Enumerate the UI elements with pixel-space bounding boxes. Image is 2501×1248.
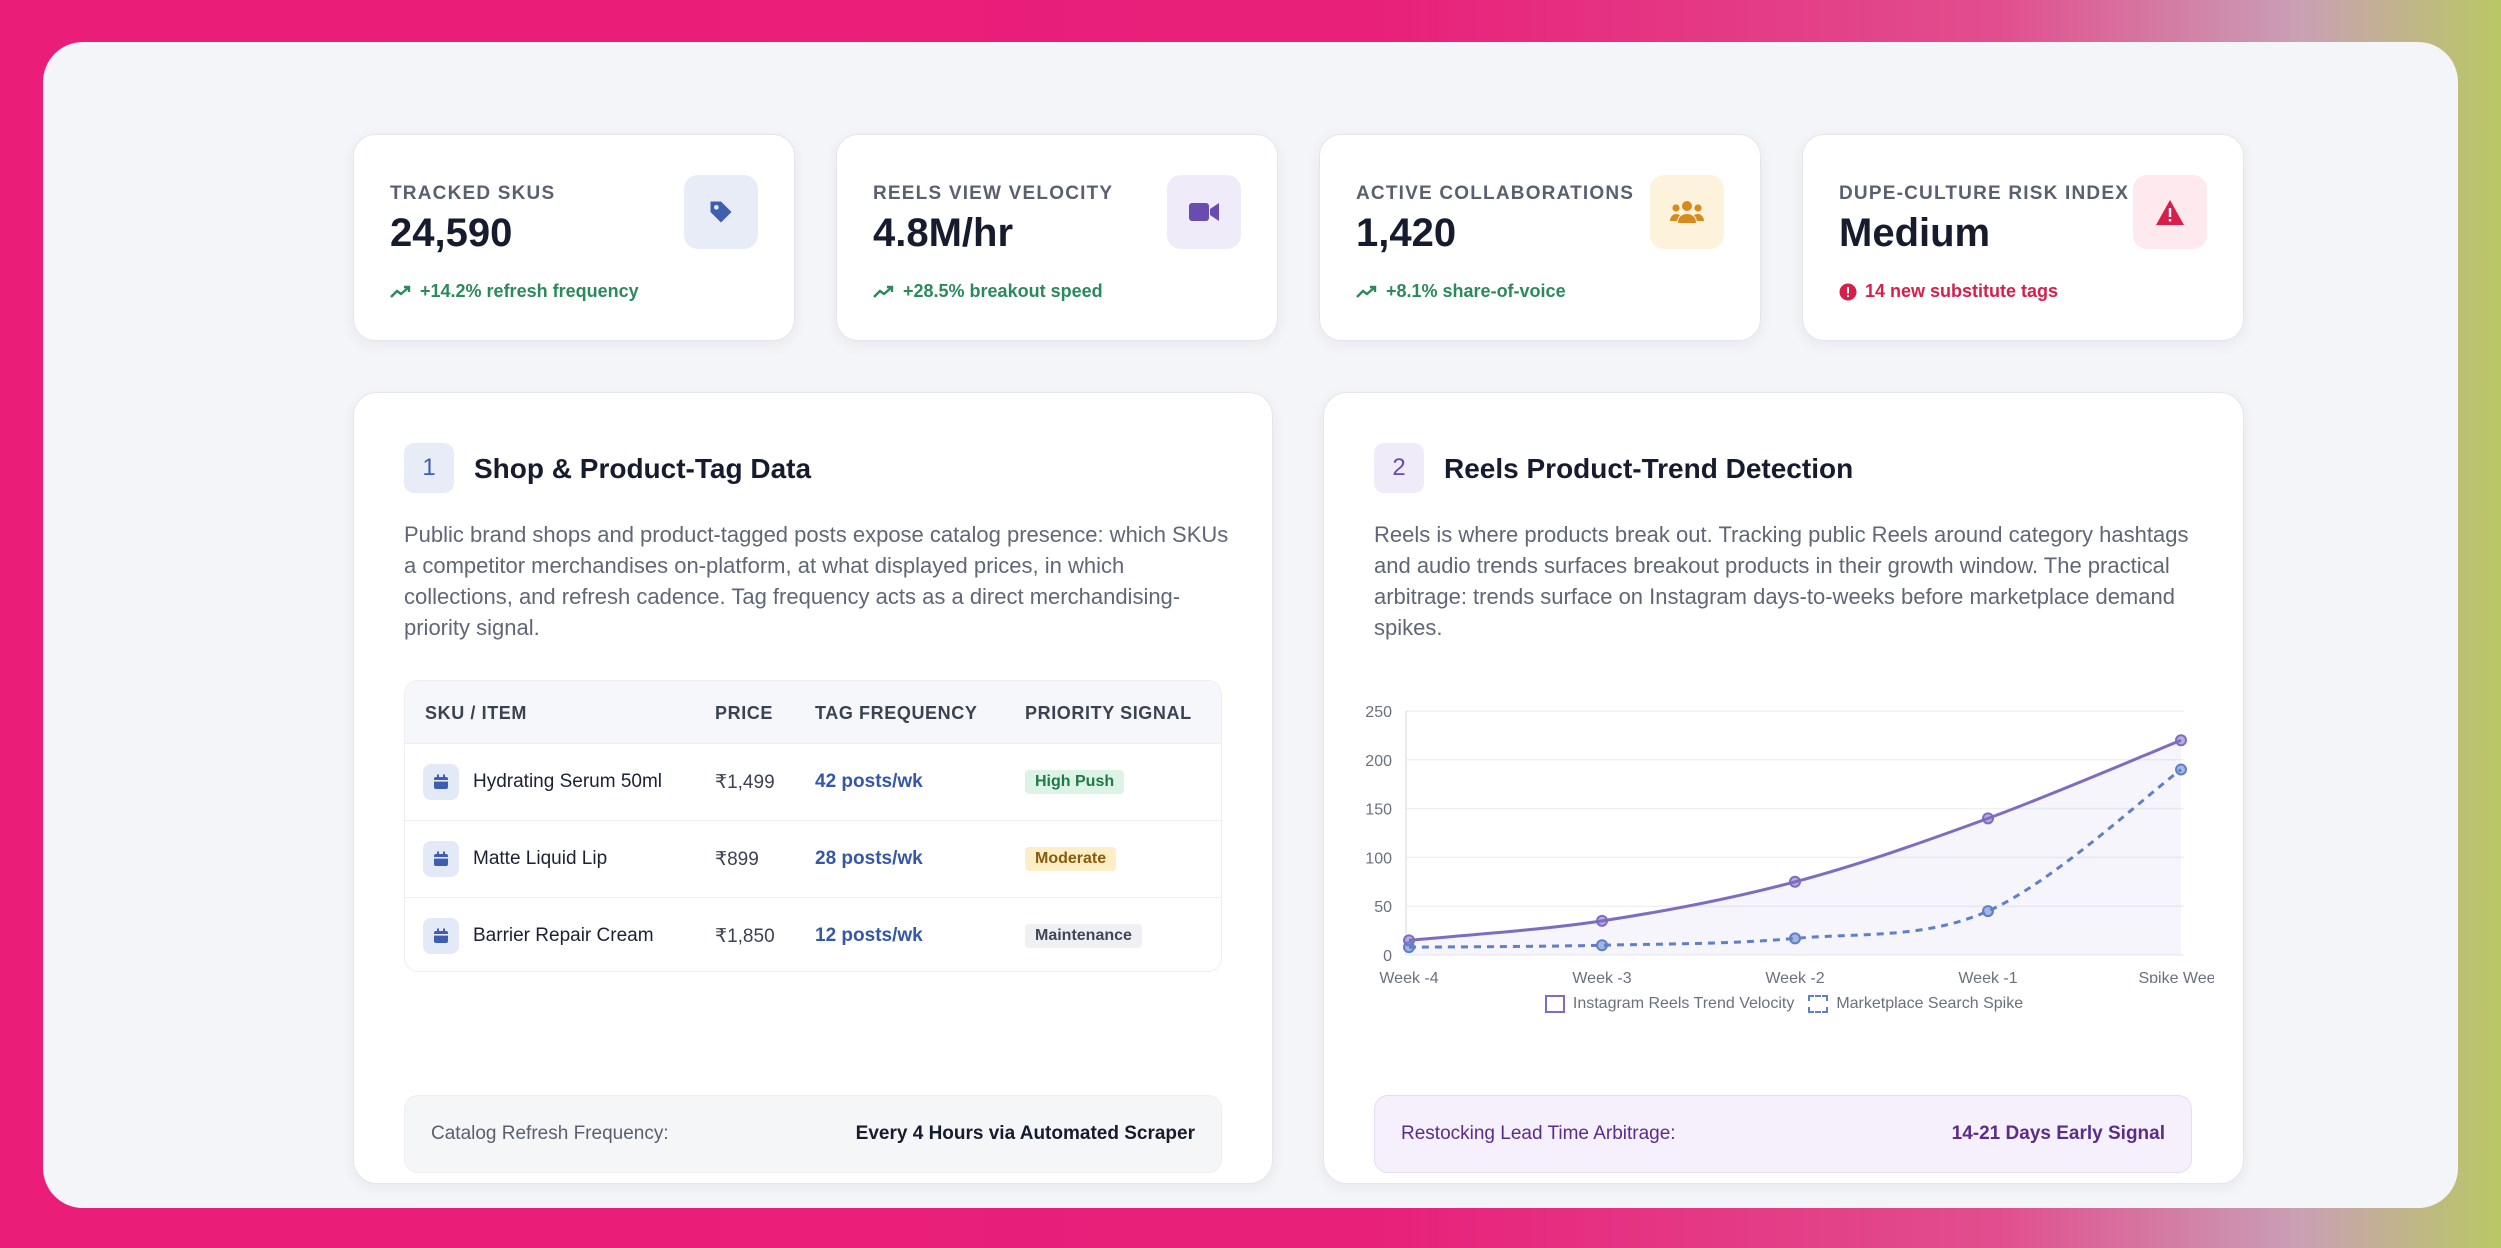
sku-name: Hydrating Serum 50ml [473,771,663,792]
panel-reels-trend: 2 Reels Product-Trend Detection Reels is… [1323,392,2244,1184]
kpi-value: 4.8M/hr [873,211,1014,255]
sku-price: ₹1,850 [715,926,775,947]
data-point [1982,905,1994,918]
priority-badge: Moderate [1025,847,1117,871]
data-point [1982,812,1994,825]
legend-swatch [1544,995,1565,1013]
trend-up-icon [390,285,411,298]
series-area [1409,740,2181,955]
panel-title: Reels Product-Trend Detection [1444,453,1854,484]
y-tick-label: 0 [1383,948,1392,965]
kpi-value: Medium [1839,211,1991,255]
y-tick-label: 250 [1365,704,1392,721]
kpi-label: REELS VIEW VELOCITY [873,183,1114,204]
table-row[interactable]: Matte Liquid Lip ₹899 28 posts/wk Modera… [405,821,1221,898]
refresh-frequency-bar: Catalog Refresh Frequency: Every 4 Hours… [404,1095,1222,1173]
y-tick-label: 50 [1374,899,1392,916]
sku-name: Matte Liquid Lip [473,848,608,869]
x-tick-label: Spike Week [2138,970,2214,983]
col-header-price[interactable]: PRICE [715,703,774,723]
y-tick-label: 150 [1365,802,1392,819]
users-icon [1650,175,1724,249]
x-tick-label: Week -3 [1572,970,1631,983]
dashboard-canvas: TRACKED SKUS 24,590 +14.2% refresh frequ… [290,84,2244,1208]
video-icon [1167,175,1241,249]
kpi-value: 24,590 [390,211,513,255]
legend-label: Instagram Reels Trend Velocity [1572,995,1795,1012]
sku-price: ₹1,499 [715,772,775,793]
sku-price: ₹899 [715,849,759,870]
sku-tag-frequency: 42 posts/wk [815,771,923,792]
kpi-delta: +8.1% share-of-voice [1356,281,1566,302]
data-point [1789,875,1801,888]
trend-up-icon [1356,285,1377,298]
kpi-delta: +14.2% refresh frequency [390,281,639,302]
footer-label: Catalog Refresh Frequency: [431,1123,669,1144]
panel-description: Public brand shops and product-tagged po… [404,522,1229,640]
data-point [1789,932,1801,945]
lead-time-arbitrage-bar: Restocking Lead Time Arbitrage: 14-21 Da… [1374,1095,2192,1173]
x-tick-label: Week -1 [1958,970,2017,983]
sku-table: SKU / ITEM PRICE TAG FREQUENCY PRIORITY … [404,680,1222,972]
x-tick-label: Week -2 [1765,970,1824,983]
footer-label: Restocking Lead Time Arbitrage: [1401,1123,1676,1144]
sku-tag-frequency: 28 posts/wk [815,848,923,869]
legend-item[interactable]: Marketplace Search Spike [1808,995,2023,1013]
table-row[interactable]: Barrier Repair Cream ₹1,850 12 posts/wk … [405,898,1221,971]
trend-up-icon [873,285,894,298]
data-point [1403,941,1415,954]
kpi-label: ACTIVE COLLABORATIONS [1356,183,1635,204]
y-tick-label: 200 [1365,753,1392,770]
panel-description: Reels is where products break out. Track… [1374,522,2189,640]
x-tick-label: Week -4 [1379,970,1438,983]
box-icon [423,764,459,800]
col-header-tag-frequency[interactable]: TAG FREQUENCY [815,703,978,723]
panel-number-badge: 2 [1374,443,1424,493]
footer-value: Every 4 Hours via Automated Scraper [855,1123,1195,1144]
kpi-card-tracked-skus[interactable]: TRACKED SKUS 24,590 +14.2% refresh frequ… [353,134,795,341]
priority-badge: Maintenance [1025,924,1142,948]
table-row[interactable]: Hydrating Serum 50ml ₹1,499 42 posts/wk … [405,744,1221,821]
alert-circle-icon [1839,283,1857,300]
kpi-card-collaborations[interactable]: ACTIVE COLLABORATIONS 1,420 +8.1% share-… [1319,134,1761,341]
kpi-label: TRACKED SKUS [390,183,556,204]
dashboard-frame: TRACKED SKUS 24,590 +14.2% refresh frequ… [43,42,2458,1208]
kpi-card-reels-velocity[interactable]: REELS VIEW VELOCITY 4.8M/hr +28.5% break… [836,134,1278,341]
data-point [1596,914,1608,927]
box-icon [423,841,459,877]
legend-swatch [1808,995,1829,1013]
priority-badge: High Push [1025,770,1125,794]
trend-line-chart: 0 50 100 150 200 250 Week -4 Week -3 Week -2 Week… [1365,704,2214,983]
kpi-delta-text: +8.1% share-of-voice [1386,281,1566,301]
data-point [2175,734,2187,747]
data-point [2175,763,2187,776]
kpi-delta-text: +28.5% breakout speed [903,281,1103,301]
box-icon [423,918,459,954]
footer-value: 14-21 Days Early Signal [1951,1123,2165,1144]
warning-icon [2133,175,2207,249]
legend-item[interactable]: Instagram Reels Trend Velocity [1544,995,1795,1013]
col-header-sku[interactable]: SKU / ITEM [425,703,528,723]
sku-tag-frequency: 12 posts/wk [815,925,923,946]
panel-number-badge: 1 [404,443,454,493]
kpi-delta: +28.5% breakout speed [873,281,1103,302]
data-point [1596,939,1608,952]
series-line [1408,768,2182,949]
kpi-label: DUPE-CULTURE RISK INDEX [1839,183,2130,204]
panel-title: Shop & Product-Tag Data [474,453,812,484]
sku-name: Barrier Repair Cream [473,925,654,946]
col-header-priority-signal[interactable]: PRIORITY SIGNAL [1025,703,1192,723]
panel-shop-product-tag: 1 Shop & Product-Tag Data Public brand s… [353,392,1273,1184]
tag-icon [684,175,758,249]
kpi-value: 1,420 [1356,211,1457,255]
chart-legend: Instagram Reels Trend Velocity Marketpla… [1324,995,2244,1013]
y-tick-label: 100 [1365,850,1392,867]
table-header: SKU / ITEM PRICE TAG FREQUENCY PRIORITY … [405,681,1221,744]
kpi-card-dupe-risk[interactable]: DUPE-CULTURE RISK INDEX Medium 14 new su… [1802,134,2244,341]
kpi-delta-text: +14.2% refresh frequency [420,281,639,301]
legend-label: Marketplace Search Spike [1836,995,2024,1012]
kpi-delta: 14 new substitute tags [1839,281,2058,302]
kpi-delta-text: 14 new substitute tags [1865,281,2059,301]
